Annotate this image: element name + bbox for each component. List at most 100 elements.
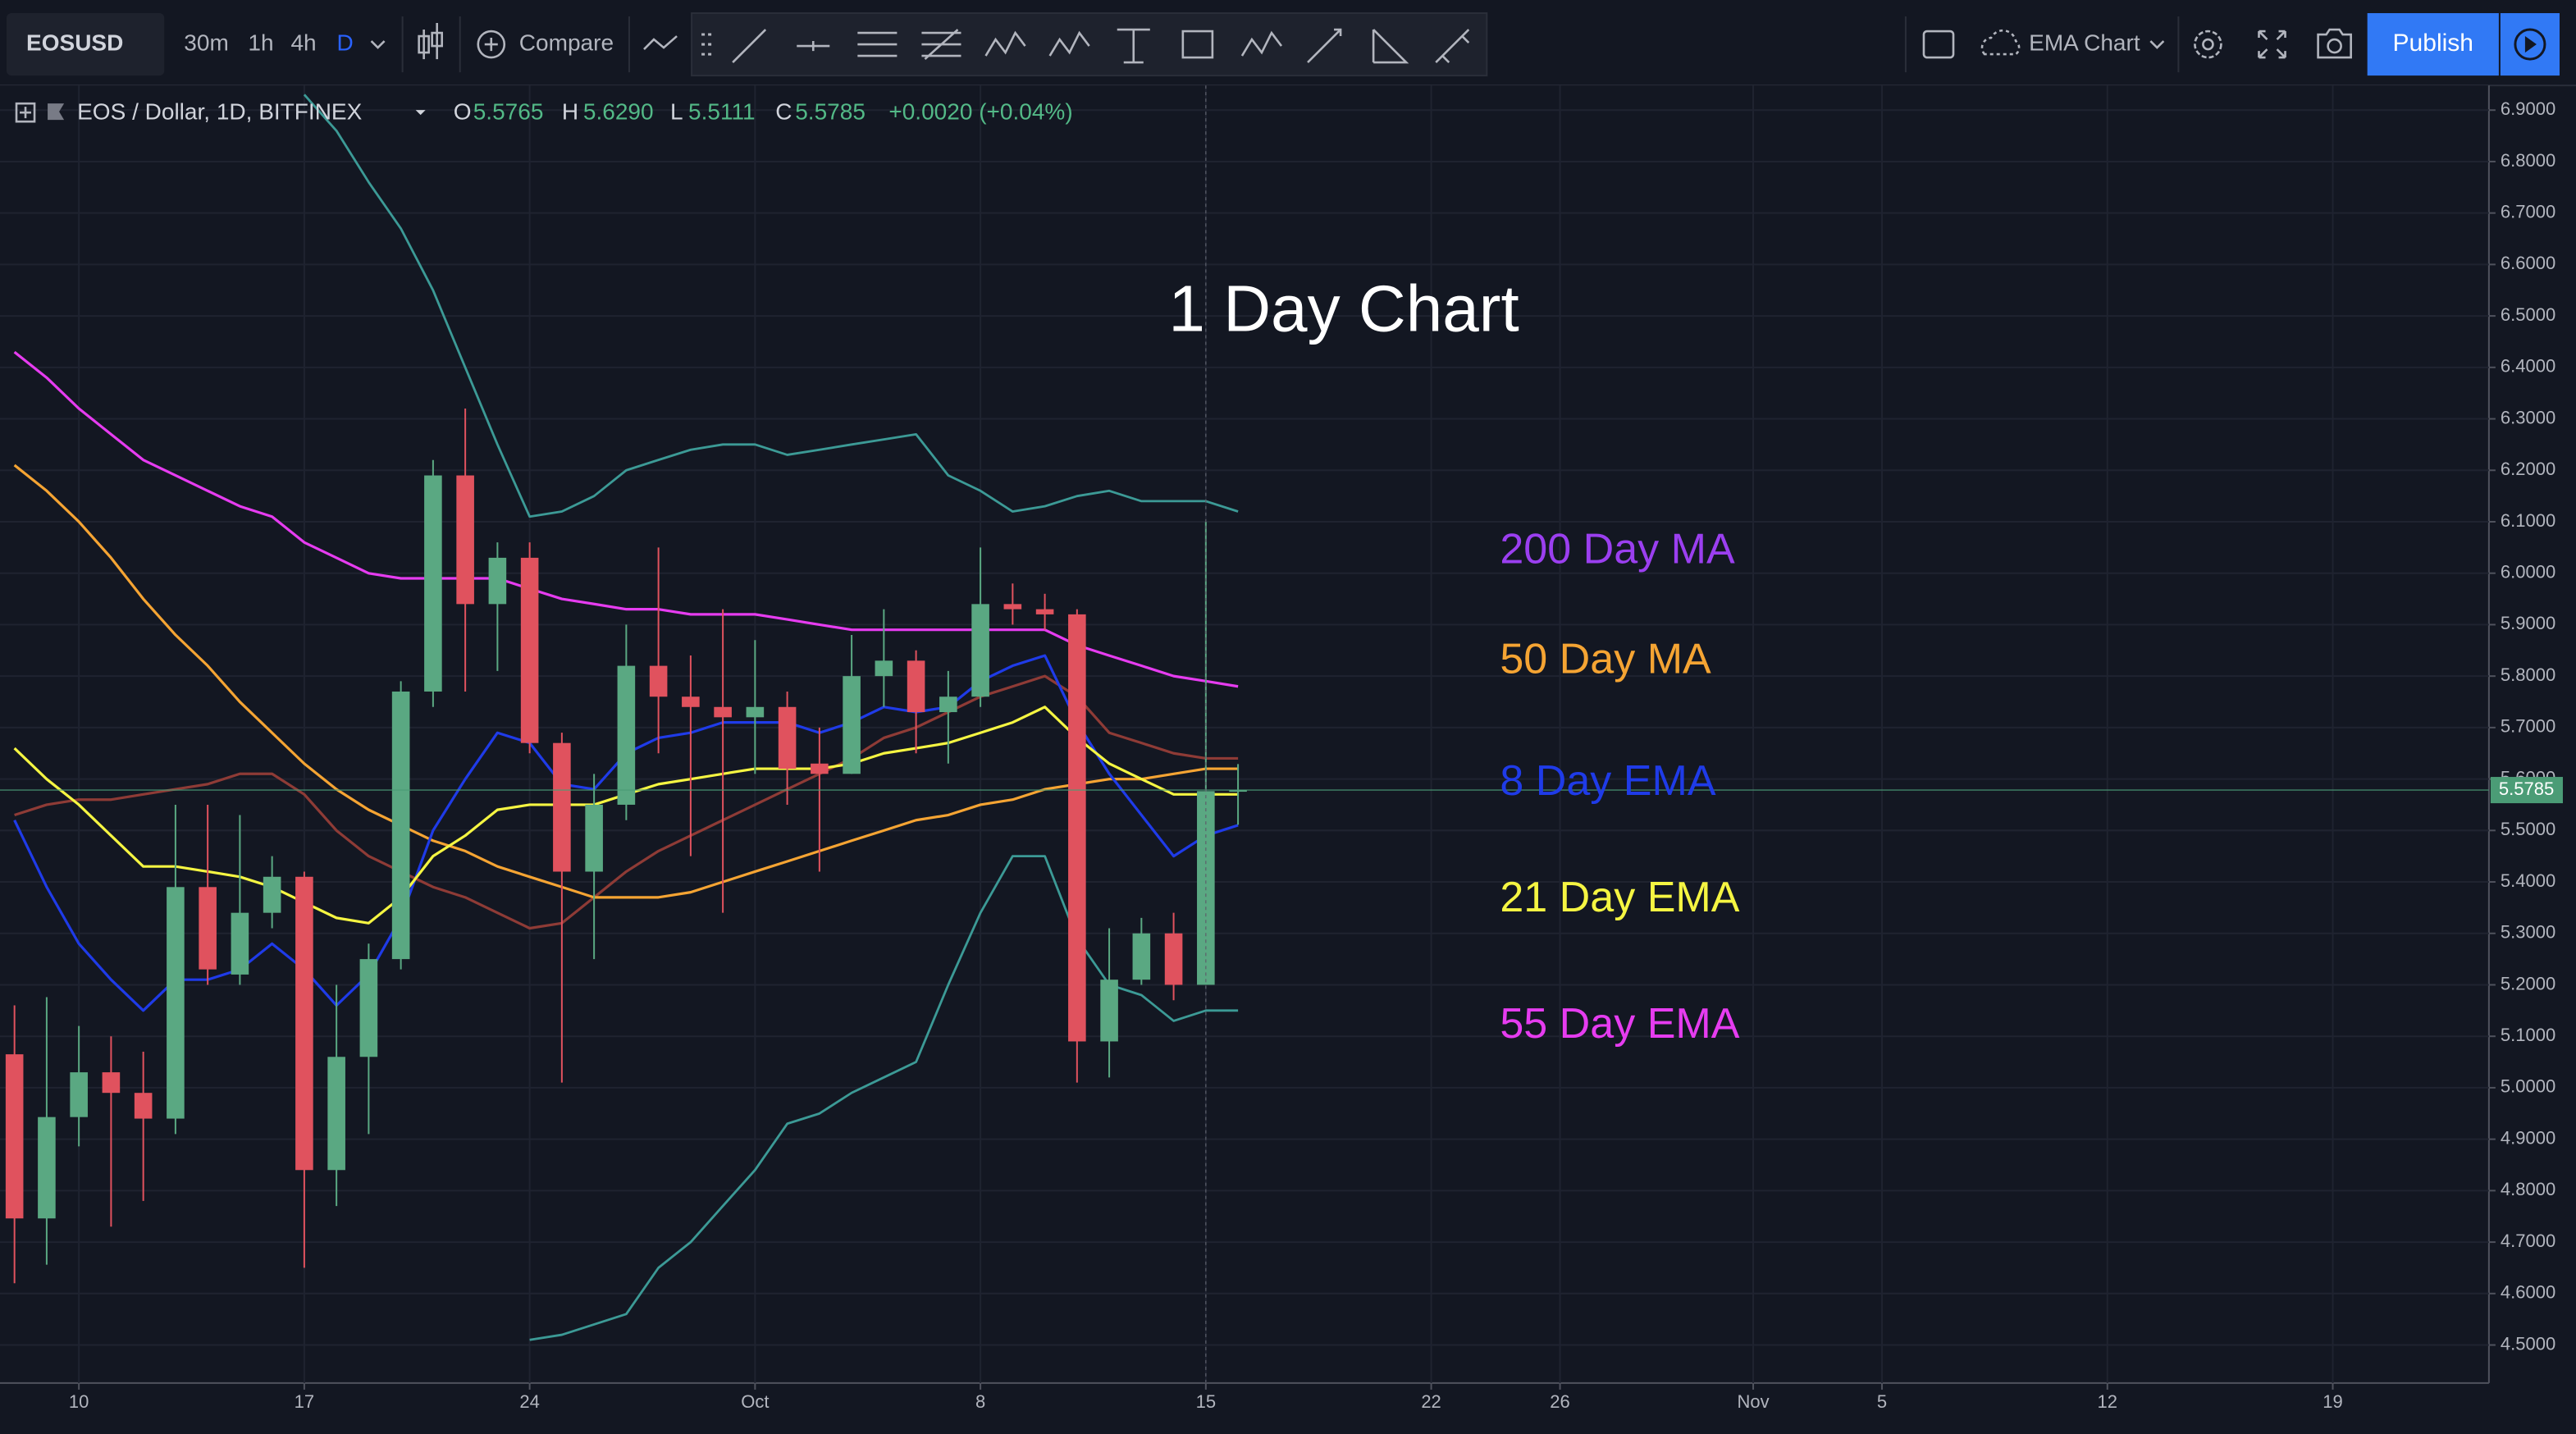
candle-body (488, 557, 507, 605)
candle-body (231, 912, 249, 975)
interval-dropdown[interactable] (370, 40, 386, 49)
candle-body (778, 706, 797, 770)
parallel-channel-tool[interactable] (857, 31, 897, 57)
fullscreen-icon[interactable] (2258, 30, 2286, 59)
candle-body (391, 691, 410, 960)
y-tick-label: 4.9000 (2501, 1127, 2555, 1148)
compare-button[interactable]: Compare (519, 30, 614, 55)
candle-body (1100, 980, 1118, 1042)
layout-name[interactable]: EMA Chart (2029, 30, 2140, 55)
x-tick-label: 19 (2323, 1391, 2343, 1412)
candle-body (1164, 933, 1183, 985)
candle-body (327, 1057, 345, 1171)
layout-icon[interactable] (1922, 30, 1955, 59)
rectangle-tool[interactable] (1181, 30, 1214, 59)
horizontal-line-tool[interactable] (797, 41, 830, 52)
indicator-line (13, 350, 1239, 688)
candle-body (520, 557, 539, 743)
y-tick-label: 4.5000 (2501, 1333, 2555, 1354)
candle-body (102, 1072, 121, 1094)
indicators-icon[interactable] (643, 35, 678, 50)
x-tick-label: 5 (1877, 1391, 1887, 1412)
drawing-tools (732, 28, 1470, 64)
interval[interactable]: 4h (290, 30, 316, 55)
y-tick-label: 6.9000 (2501, 98, 2555, 119)
x-tick-label: 17 (295, 1391, 315, 1412)
candle-body (907, 660, 925, 713)
publish-button[interactable] (2367, 13, 2499, 76)
candle-body (875, 660, 893, 677)
fib-tool[interactable] (921, 29, 961, 61)
band-lower (529, 855, 1239, 1341)
candle-body (199, 887, 217, 970)
candle-body (1035, 609, 1054, 614)
compare-icon-plus (484, 38, 498, 52)
candle-body (424, 475, 442, 692)
settings-icon[interactable] (2194, 30, 2222, 59)
instrument[interactable]: EOS / Dollar, 1D, BITFINEX (77, 99, 363, 125)
chart-style-icon[interactable] (418, 23, 443, 60)
x-tick-label: 8 (975, 1391, 985, 1412)
ohlc-value: 5.5765 (473, 99, 544, 125)
y-tick-label: 5.7000 (2501, 716, 2555, 737)
xabcd-tool[interactable] (1048, 30, 1090, 57)
y-tick-label: 4.8000 (2501, 1179, 2555, 1199)
candle-body (167, 887, 185, 1119)
symbol[interactable]: EOSUSD (26, 30, 123, 55)
band-upper (303, 94, 1239, 518)
candle-body (295, 876, 313, 1171)
y-tick-label: 6.6000 (2501, 253, 2555, 273)
ohlc-label: H (562, 99, 578, 125)
candle-body (682, 696, 700, 707)
chart-title: 1 Day Chart (1168, 272, 1519, 345)
pattern-tool[interactable] (984, 30, 1026, 57)
last-price-label: 5.5785 (2499, 779, 2554, 799)
y-tick-label: 4.6000 (2501, 1282, 2555, 1303)
candle-body (649, 665, 668, 697)
cloud-icon[interactable] (1980, 29, 2021, 56)
elliott-tool[interactable] (1240, 30, 1283, 57)
plot-area (0, 85, 2489, 1383)
arrow-tool[interactable] (1307, 28, 1342, 64)
expand-icon[interactable] (15, 102, 36, 123)
candle-body (263, 876, 281, 913)
ohlc-label: L (670, 99, 683, 125)
snapshot-icon[interactable] (2317, 28, 2352, 59)
compare-icon[interactable] (477, 30, 506, 59)
axes: 4.5000 4.6000 4.7000 4.8000 4.9000 5.0000 5.10… (69, 98, 2563, 1412)
y-tick-label: 6.7000 (2501, 201, 2555, 221)
candle-body (456, 475, 474, 605)
measure-tool[interactable] (1435, 29, 1470, 64)
candle-body (971, 604, 989, 697)
interval-active[interactable]: D (337, 30, 354, 55)
angle-tool[interactable] (1372, 29, 1409, 64)
candle-body (811, 763, 829, 774)
x-tick-label: 10 (69, 1391, 89, 1412)
ohlc-label: C (775, 99, 792, 125)
interval[interactable]: 30m (184, 30, 229, 55)
interval[interactable]: 1h (248, 30, 273, 55)
x-tick-label: Nov (1737, 1391, 1769, 1412)
flag-icon[interactable] (48, 103, 65, 121)
replay-icon (2514, 28, 2546, 61)
ohlc-label: O (454, 99, 472, 125)
instrument-dropdown[interactable] (415, 110, 426, 116)
text-tool[interactable] (1117, 28, 1150, 64)
trend-line-tool[interactable] (732, 29, 767, 64)
x-tick-label: 15 (1196, 1391, 1217, 1412)
publish-label[interactable]: Publish (2393, 30, 2473, 57)
x-tick-label: Oct (741, 1391, 769, 1412)
x-tick-label: 26 (1550, 1391, 1570, 1412)
candle-body (38, 1117, 56, 1219)
candle-body (1003, 604, 1022, 610)
ohlc-value: 5.5785 (795, 99, 866, 125)
settings-icon-center (2202, 38, 2214, 51)
y-tick-label: 5.3000 (2501, 922, 2555, 943)
snapshot-lens (2327, 38, 2342, 54)
drag-handle[interactable] (701, 33, 712, 56)
symbol-box[interactable] (7, 13, 165, 76)
legend-entry: 55 Day EMA (1500, 1000, 1739, 1048)
layout-dropdown[interactable] (2149, 40, 2165, 49)
